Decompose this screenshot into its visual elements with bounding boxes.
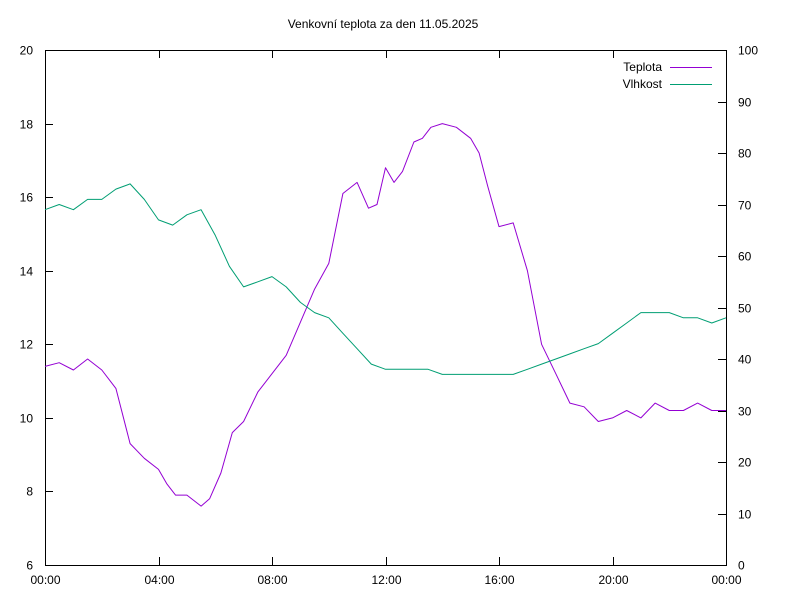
series-line-teplota <box>44 123 726 507</box>
y-tick-label: 14 <box>20 265 34 279</box>
y-tick-label: 10 <box>20 412 34 426</box>
y-tick-label: 12 <box>20 338 34 352</box>
series-layer <box>44 123 727 507</box>
y2-tick-label: 100 <box>738 44 758 58</box>
y-tick-label: 8 <box>26 485 33 499</box>
plot-frame <box>45 50 727 566</box>
x-tick-label: 12:00 <box>371 573 401 587</box>
y2-tick-label: 0 <box>738 559 745 573</box>
x-tick-label: 16:00 <box>484 573 514 587</box>
x-tick-label: 04:00 <box>144 573 174 587</box>
y2-tick-label: 70 <box>738 199 752 213</box>
axis-ticks: 6 8 10 12 14 16 18 20 0 10 20 30 40 50 60 70 80 90 100 00:0… <box>20 44 759 588</box>
y2-tick-label: 30 <box>738 405 752 419</box>
chart-title: Venkovní teplota za den 11.05.2025 <box>287 17 479 31</box>
y2-tick-label: 20 <box>738 456 752 470</box>
legend-label-teplota: Teplota <box>623 60 662 74</box>
y2-tick-label: 40 <box>738 353 752 367</box>
legend-label-vlhkost: Vlhkost <box>623 77 663 91</box>
x-tick-label: 20:00 <box>598 573 628 587</box>
y-tick-label: 18 <box>20 118 34 132</box>
y2-tick-label: 50 <box>738 302 752 316</box>
x-tick-label: 00:00 <box>711 573 741 587</box>
y2-tick-label: 60 <box>738 250 752 264</box>
y-tick-label: 6 <box>26 559 33 573</box>
y-tick-label: 16 <box>20 191 34 205</box>
x-tick-label: 00:00 <box>30 573 60 587</box>
y-tick-label: 20 <box>20 44 34 58</box>
series-line-vlhkost <box>44 183 727 375</box>
y2-tick-label: 80 <box>738 147 752 161</box>
legend: Teplota Vlhkost <box>623 60 712 91</box>
y2-tick-label: 10 <box>738 508 752 522</box>
x-tick-label: 08:00 <box>257 573 287 587</box>
y2-tick-label: 90 <box>738 96 752 110</box>
